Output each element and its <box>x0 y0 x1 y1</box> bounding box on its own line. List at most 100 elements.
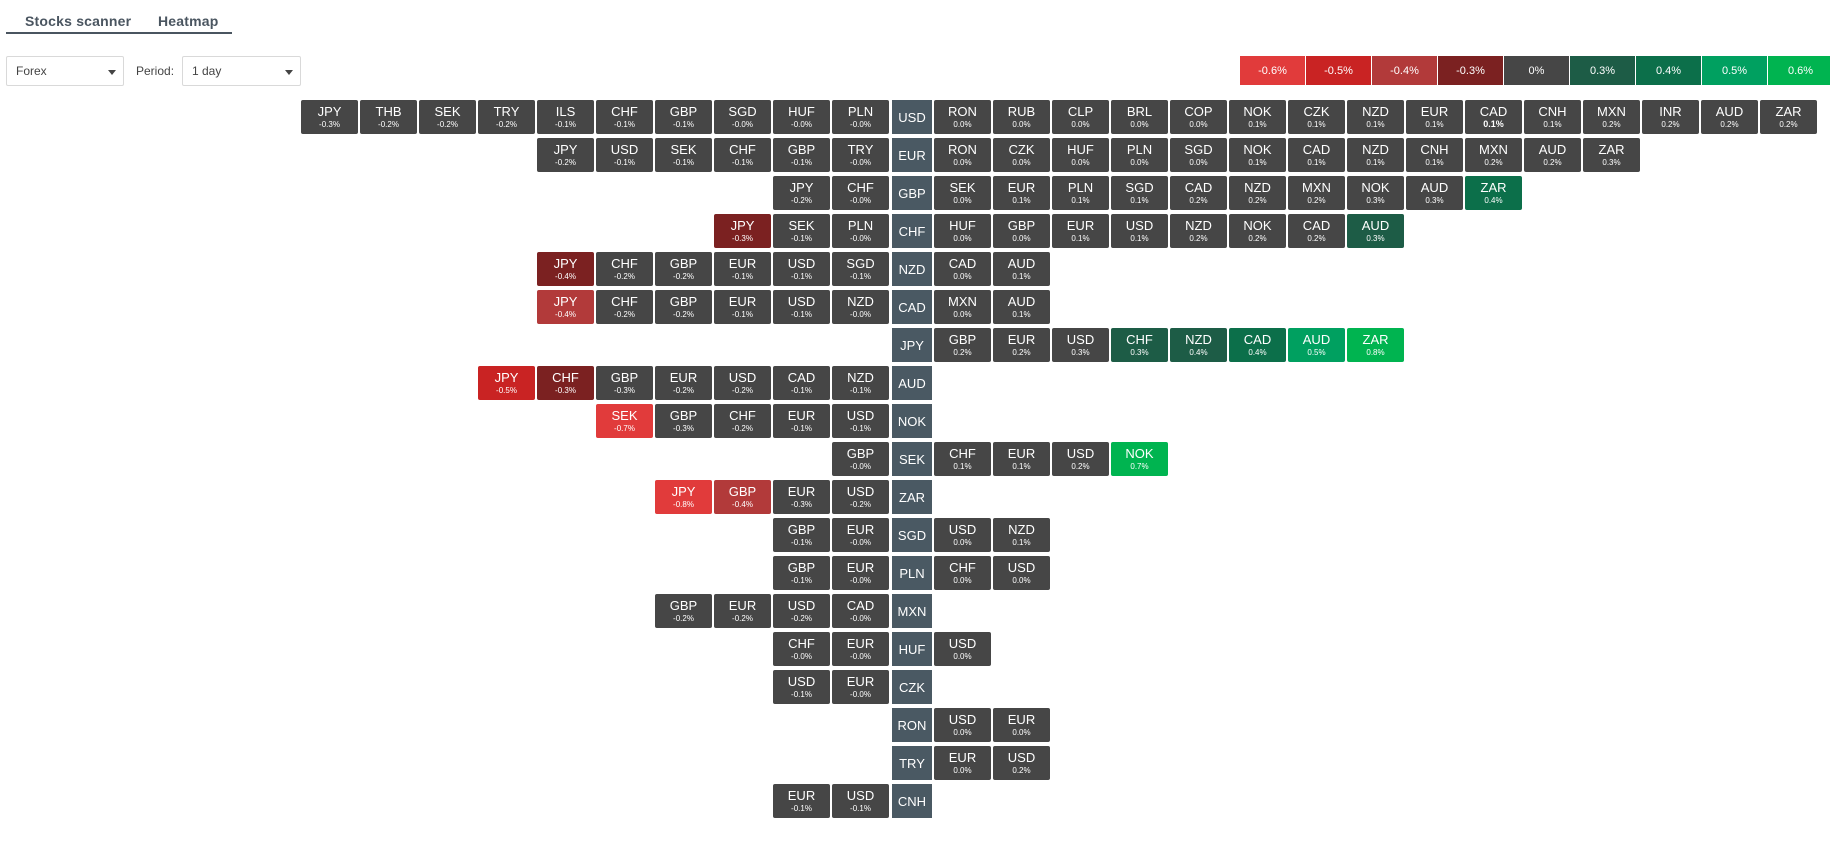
heatmap-cell-usd-zar[interactable]: ZAR 0.2% <box>1760 100 1817 134</box>
heatmap-cell-cad-nzd[interactable]: NZD -0.0% <box>832 290 889 324</box>
heatmap-cell-eur-gbp[interactable]: GBP -0.1% <box>773 138 830 172</box>
heatmap-cell-jpy-aud[interactable]: AUD 0.5% <box>1288 328 1345 362</box>
heatmap-cell-chf-huf[interactable]: HUF 0.0% <box>934 214 991 248</box>
heatmap-cell-aud-chf[interactable]: CHF -0.3% <box>537 366 594 400</box>
heatmap-cell-chf-nok[interactable]: NOK 0.2% <box>1229 214 1286 248</box>
heatmap-cell-mxn-usd[interactable]: USD -0.2% <box>773 594 830 628</box>
heatmap-cell-pln-gbp[interactable]: GBP -0.1% <box>773 556 830 590</box>
heatmap-cell-zar-usd[interactable]: USD -0.2% <box>832 480 889 514</box>
heatmap-cell-gbp-cad[interactable]: CAD 0.2% <box>1170 176 1227 210</box>
heatmap-cell-ron-usd[interactable]: USD 0.0% <box>934 708 991 742</box>
heatmap-cell-usd-nzd[interactable]: NZD 0.1% <box>1347 100 1404 134</box>
heatmap-cell-usd-nok[interactable]: NOK 0.1% <box>1229 100 1286 134</box>
heatmap-cell-eur-zar[interactable]: ZAR 0.3% <box>1583 138 1640 172</box>
heatmap-cell-aud-cad[interactable]: CAD -0.1% <box>773 366 830 400</box>
heatmap-cell-mxn-gbp[interactable]: GBP -0.2% <box>655 594 712 628</box>
heatmap-cell-gbp-nok[interactable]: NOK 0.3% <box>1347 176 1404 210</box>
heatmap-cell-eur-czk[interactable]: CZK 0.0% <box>993 138 1050 172</box>
heatmap-cell-nzd-cad[interactable]: CAD 0.0% <box>934 252 991 286</box>
heatmap-cell-usd-brl[interactable]: BRL 0.0% <box>1111 100 1168 134</box>
heatmap-cell-sek-usd[interactable]: USD 0.2% <box>1052 442 1109 476</box>
heatmap-cell-usd-mxn[interactable]: MXN 0.2% <box>1583 100 1640 134</box>
heatmap-cell-usd-sek[interactable]: SEK -0.2% <box>419 100 476 134</box>
heatmap-cell-zar-gbp[interactable]: GBP -0.4% <box>714 480 771 514</box>
heatmap-cell-usd-thb[interactable]: THB -0.2% <box>360 100 417 134</box>
heatmap-cell-eur-mxn[interactable]: MXN 0.2% <box>1465 138 1522 172</box>
heatmap-cell-chf-aud[interactable]: AUD 0.3% <box>1347 214 1404 248</box>
heatmap-cell-eur-pln[interactable]: PLN 0.0% <box>1111 138 1168 172</box>
heatmap-cell-sek-nok[interactable]: NOK 0.7% <box>1111 442 1168 476</box>
heatmap-cell-usd-rub[interactable]: RUB 0.0% <box>993 100 1050 134</box>
heatmap-cell-chf-usd[interactable]: USD 0.1% <box>1111 214 1168 248</box>
heatmap-cell-mxn-eur[interactable]: EUR -0.2% <box>714 594 771 628</box>
heatmap-cell-aud-eur[interactable]: EUR -0.2% <box>655 366 712 400</box>
heatmap-cell-chf-sek[interactable]: SEK -0.1% <box>773 214 830 248</box>
heatmap-cell-eur-nok[interactable]: NOK 0.1% <box>1229 138 1286 172</box>
heatmap-cell-usd-sgd[interactable]: SGD -0.0% <box>714 100 771 134</box>
heatmap-cell-aud-gbp[interactable]: GBP -0.3% <box>596 366 653 400</box>
heatmap-cell-jpy-eur[interactable]: EUR 0.2% <box>993 328 1050 362</box>
heatmap-cell-mxn-cad[interactable]: CAD -0.0% <box>832 594 889 628</box>
heatmap-cell-usd-pln[interactable]: PLN -0.0% <box>832 100 889 134</box>
heatmap-cell-chf-nzd[interactable]: NZD 0.2% <box>1170 214 1227 248</box>
heatmap-cell-usd-czk[interactable]: CZK 0.1% <box>1288 100 1345 134</box>
heatmap-cell-chf-cad[interactable]: CAD 0.2% <box>1288 214 1345 248</box>
heatmap-cell-aud-nzd[interactable]: NZD -0.1% <box>832 366 889 400</box>
market-select[interactable]: Forex <box>6 56 124 86</box>
heatmap-cell-aud-jpy[interactable]: JPY -0.5% <box>478 366 535 400</box>
heatmap-cell-cad-chf[interactable]: CHF -0.2% <box>596 290 653 324</box>
heatmap-cell-eur-aud[interactable]: AUD 0.2% <box>1524 138 1581 172</box>
heatmap-cell-usd-clp[interactable]: CLP 0.0% <box>1052 100 1109 134</box>
heatmap-cell-eur-cnh[interactable]: CNH 0.1% <box>1406 138 1463 172</box>
heatmap-cell-jpy-zar[interactable]: ZAR 0.8% <box>1347 328 1404 362</box>
heatmap-cell-czk-usd[interactable]: USD -0.1% <box>773 670 830 704</box>
heatmap-cell-chf-eur[interactable]: EUR 0.1% <box>1052 214 1109 248</box>
heatmap-cell-gbp-sgd[interactable]: SGD 0.1% <box>1111 176 1168 210</box>
heatmap-cell-cnh-usd[interactable]: USD -0.1% <box>832 784 889 818</box>
heatmap-cell-sgd-nzd[interactable]: NZD 0.1% <box>993 518 1050 552</box>
heatmap-cell-nzd-gbp[interactable]: GBP -0.2% <box>655 252 712 286</box>
heatmap-cell-usd-ron[interactable]: RON 0.0% <box>934 100 991 134</box>
heatmap-cell-usd-cop[interactable]: COP 0.0% <box>1170 100 1227 134</box>
heatmap-cell-sgd-usd[interactable]: USD 0.0% <box>934 518 991 552</box>
heatmap-cell-pln-usd[interactable]: USD 0.0% <box>993 556 1050 590</box>
heatmap-cell-eur-ron[interactable]: RON 0.0% <box>934 138 991 172</box>
heatmap-cell-huf-usd[interactable]: USD 0.0% <box>934 632 991 666</box>
heatmap-cell-usd-try[interactable]: TRY -0.2% <box>478 100 535 134</box>
heatmap-cell-jpy-cad[interactable]: CAD 0.4% <box>1229 328 1286 362</box>
heatmap-cell-cad-jpy[interactable]: JPY -0.4% <box>537 290 594 324</box>
heatmap-cell-eur-try[interactable]: TRY -0.0% <box>832 138 889 172</box>
heatmap-cell-sgd-eur[interactable]: EUR -0.0% <box>832 518 889 552</box>
heatmap-cell-usd-ils[interactable]: ILS -0.1% <box>537 100 594 134</box>
heatmap-cell-ron-eur[interactable]: EUR 0.0% <box>993 708 1050 742</box>
heatmap-cell-czk-eur[interactable]: EUR -0.0% <box>832 670 889 704</box>
heatmap-cell-sek-chf[interactable]: CHF 0.1% <box>934 442 991 476</box>
heatmap-cell-cad-aud[interactable]: AUD 0.1% <box>993 290 1050 324</box>
heatmap-cell-huf-chf[interactable]: CHF -0.0% <box>773 632 830 666</box>
heatmap-cell-gbp-sek[interactable]: SEK 0.0% <box>934 176 991 210</box>
heatmap-cell-nok-eur[interactable]: EUR -0.1% <box>773 404 830 438</box>
heatmap-cell-eur-usd[interactable]: USD -0.1% <box>596 138 653 172</box>
heatmap-cell-usd-cnh[interactable]: CNH 0.1% <box>1524 100 1581 134</box>
heatmap-cell-eur-huf[interactable]: HUF 0.0% <box>1052 138 1109 172</box>
heatmap-cell-jpy-usd[interactable]: USD 0.3% <box>1052 328 1109 362</box>
heatmap-cell-nok-gbp[interactable]: GBP -0.3% <box>655 404 712 438</box>
heatmap-cell-chf-jpy[interactable]: JPY -0.3% <box>714 214 771 248</box>
heatmap-cell-nzd-usd[interactable]: USD -0.1% <box>773 252 830 286</box>
heatmap-cell-pln-eur[interactable]: EUR -0.0% <box>832 556 889 590</box>
heatmap-cell-eur-sek[interactable]: SEK -0.1% <box>655 138 712 172</box>
heatmap-cell-nok-chf[interactable]: CHF -0.2% <box>714 404 771 438</box>
heatmap-cell-gbp-pln[interactable]: PLN 0.1% <box>1052 176 1109 210</box>
heatmap-cell-chf-gbp[interactable]: GBP 0.0% <box>993 214 1050 248</box>
heatmap-cell-jpy-chf[interactable]: CHF 0.3% <box>1111 328 1168 362</box>
heatmap-cell-gbp-zar[interactable]: ZAR 0.4% <box>1465 176 1522 210</box>
heatmap-cell-gbp-jpy[interactable]: JPY -0.2% <box>773 176 830 210</box>
tab-stocks-scanner[interactable]: Stocks scanner <box>25 13 132 29</box>
heatmap-cell-usd-chf[interactable]: CHF -0.1% <box>596 100 653 134</box>
heatmap-cell-gbp-eur[interactable]: EUR 0.1% <box>993 176 1050 210</box>
heatmap-cell-nzd-eur[interactable]: EUR -0.1% <box>714 252 771 286</box>
heatmap-cell-eur-sgd[interactable]: SGD 0.0% <box>1170 138 1227 172</box>
heatmap-cell-nzd-aud[interactable]: AUD 0.1% <box>993 252 1050 286</box>
tab-heatmap[interactable]: Heatmap <box>158 13 219 29</box>
heatmap-cell-nzd-jpy[interactable]: JPY -0.4% <box>537 252 594 286</box>
